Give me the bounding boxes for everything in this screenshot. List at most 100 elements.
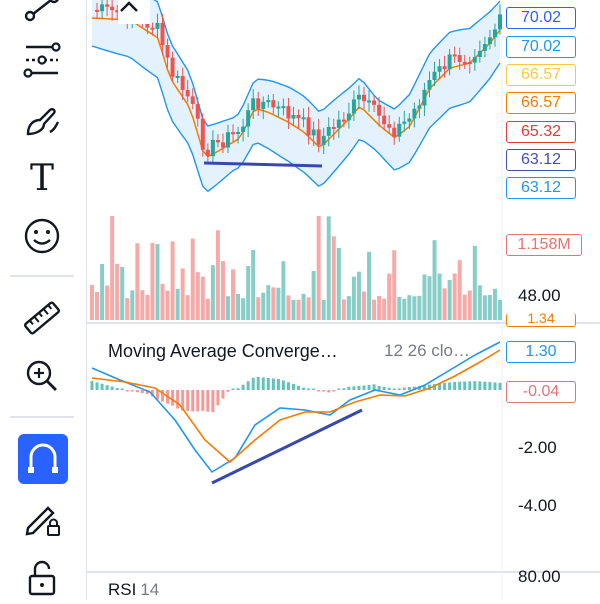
volume-bars — [90, 215, 502, 320]
macd-histogram-bar — [297, 385, 301, 390]
volume-bar — [195, 272, 200, 320]
volume-bar — [362, 291, 366, 320]
candle-body — [377, 104, 382, 116]
candle-body — [372, 100, 377, 105]
price-label-last: 65.32 — [506, 121, 576, 143]
macd-histogram-bar — [307, 388, 311, 390]
volume-bar — [417, 295, 422, 320]
macd-value: 1.34 — [527, 313, 555, 326]
macd-value: 1.30 — [525, 343, 557, 360]
candle-body — [331, 127, 336, 130]
macd-divergence-trendline[interactable] — [211, 408, 363, 485]
brush-tool[interactable] — [14, 94, 70, 146]
volume-bar — [477, 285, 482, 320]
candle-body — [281, 106, 286, 109]
macd-histogram-bar — [463, 381, 467, 390]
volume-bar — [150, 243, 155, 320]
bollinger-fill — [92, 0, 500, 192]
macd-histogram-bar — [216, 390, 220, 406]
volume-bar — [432, 240, 437, 320]
collapse-button[interactable] — [118, 0, 150, 24]
lock-all-tool[interactable] — [14, 552, 70, 604]
macd-label-partial: 1.34 — [506, 313, 576, 327]
candle-body — [175, 75, 180, 78]
candle-body — [452, 54, 457, 57]
chart-area[interactable] — [86, 0, 600, 600]
candle-body — [150, 27, 155, 30]
macd-histogram-bar — [161, 390, 165, 402]
macd-histogram-bar — [291, 384, 295, 390]
macd-histogram-bar — [231, 388, 235, 390]
macd-histogram-bar — [327, 390, 331, 393]
volume-bar — [472, 245, 477, 320]
candle-body — [487, 37, 492, 45]
macd-histogram-bar — [286, 382, 290, 390]
price-value: 70.02 — [520, 38, 562, 55]
volume-bar — [115, 263, 120, 320]
macd-histogram-bar — [478, 381, 482, 390]
volume-bar — [326, 216, 331, 320]
candle-body — [215, 139, 220, 143]
macd-histogram-bar — [130, 390, 134, 392]
macd-histogram-bar — [332, 390, 336, 392]
volume-bar — [200, 276, 205, 320]
macd-histogram-bar — [276, 379, 280, 390]
macd-histogram-bar — [453, 381, 457, 390]
candle-body — [115, 10, 120, 13]
brush-icon — [26, 108, 60, 136]
macd-histogram-bar — [95, 382, 99, 390]
macd-histogram-bar — [115, 387, 119, 390]
macd-histogram-bar — [483, 381, 487, 390]
volume-bar — [331, 236, 336, 320]
support-trendline[interactable] — [203, 161, 323, 168]
macd-histogram-bar — [266, 377, 270, 390]
candle-body — [296, 114, 301, 119]
zoom-in-icon — [26, 360, 57, 391]
macd-histogram-bar — [362, 385, 366, 390]
macd-histogram-bar — [120, 388, 124, 390]
macd-histogram-bar — [372, 384, 376, 390]
volume-bar — [110, 215, 115, 320]
volume-bar — [100, 263, 105, 320]
volume-bar — [130, 290, 135, 320]
candle-body — [190, 96, 195, 104]
zoom-in-tool[interactable] — [14, 350, 70, 402]
macd-histogram-bar — [322, 390, 326, 392]
drawing-toolbar: T — [0, 0, 87, 600]
macd-histogram-bar — [433, 384, 437, 390]
indicator-title[interactable]: RSI 14 — [108, 580, 159, 600]
fib-tool[interactable] — [14, 34, 70, 86]
candle-body — [105, 4, 110, 7]
volume-bar — [392, 250, 397, 320]
trend-line-tool[interactable] — [14, 0, 70, 34]
volume-bar — [190, 238, 195, 320]
macd-histogram-bar — [387, 387, 391, 390]
volume-bar — [387, 273, 392, 320]
lock-drawing-tool[interactable] — [14, 492, 70, 544]
axis-tick: 80.00 — [518, 567, 561, 586]
volume-bar — [276, 287, 281, 320]
volume-bar — [125, 298, 130, 320]
magnet-tool[interactable] — [18, 434, 68, 484]
macd-histogram-bar — [402, 387, 406, 390]
macd-histogram-bar — [206, 390, 210, 412]
emoji-tool[interactable] — [14, 210, 70, 262]
volume-bar — [492, 288, 497, 320]
volume-bar — [236, 293, 241, 320]
volume-bar — [482, 295, 487, 320]
macd-histogram-bar — [443, 383, 447, 390]
candle-body — [205, 149, 210, 157]
text-icon: T — [30, 158, 54, 198]
candle-body — [442, 66, 447, 70]
price-value: 63.12 — [520, 179, 562, 196]
indicator-title[interactable]: Moving Average Converge… — [108, 341, 338, 361]
measure-tool[interactable] — [14, 292, 70, 344]
text-tool[interactable]: T — [14, 150, 70, 202]
candle-body — [387, 124, 392, 128]
rsi-name: RSI — [108, 580, 137, 599]
volume-bar — [215, 230, 220, 320]
macd-histogram-bar — [392, 388, 396, 390]
volume-bar — [487, 294, 492, 320]
smiley-icon — [24, 218, 60, 254]
chart-canvas[interactable] — [86, 0, 600, 600]
